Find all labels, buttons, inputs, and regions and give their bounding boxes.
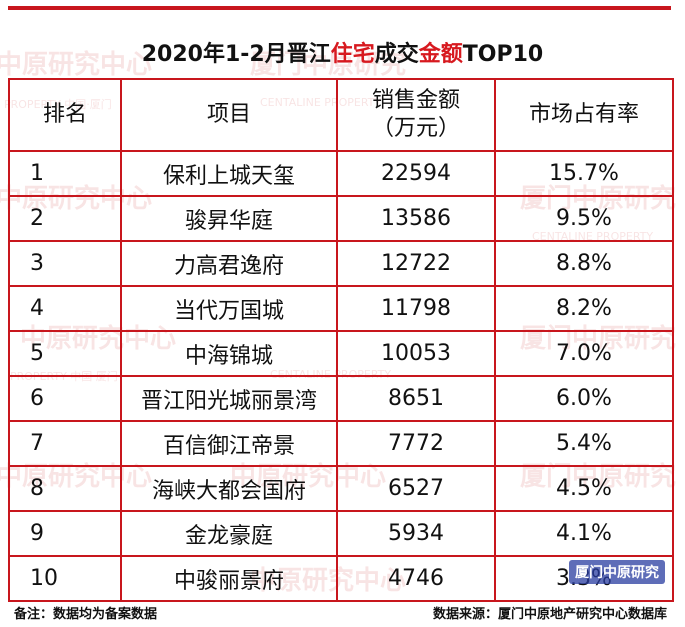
cell-share: 8.8% — [494, 240, 674, 287]
table-header: 排名 项目 销售金额 （万元） 市场占有率 — [8, 78, 674, 152]
cell-project: 保利上城天玺 — [120, 150, 338, 197]
title-suffix: TOP10 — [462, 42, 544, 67]
cell-project: 力高君逸府 — [120, 240, 338, 287]
cell-rank: 4 — [8, 285, 122, 332]
table-row: 5 中海锦城 10053 7.0% — [8, 330, 674, 377]
table-row: 9 金龙豪庭 5934 4.1% — [8, 510, 674, 557]
title-highlight-housing: 住宅 — [330, 42, 375, 67]
cell-project: 中骏丽景府 — [120, 555, 338, 602]
cell-share: 6.0% — [494, 375, 674, 422]
cell-amount: 8651 — [336, 375, 496, 422]
header-row: 排名 项目 销售金额 （万元） 市场占有率 — [8, 78, 674, 152]
cell-project: 百信御江帝景 — [120, 420, 338, 467]
cell-rank: 8 — [8, 465, 122, 512]
table-row: 8 海峡大都会国府 6527 4.5% — [8, 465, 674, 512]
cell-amount: 5934 — [336, 510, 496, 557]
cell-rank: 10 — [8, 555, 122, 602]
header-amount-line1: 销售金额 — [371, 88, 460, 113]
table-row: 3 力高君逸府 12722 8.8% — [8, 240, 674, 287]
header-share: 市场占有率 — [494, 78, 674, 152]
table-body: 1 保利上城天玺 22594 15.7% 2 骏昇华庭 13586 9.5% 3 力高君逸府 127… — [8, 150, 674, 602]
cell-amount: 13586 — [336, 195, 496, 242]
cell-rank: 9 — [8, 510, 122, 557]
wechat-source-tag: 厦门中原研究 — [569, 560, 665, 584]
cell-project: 当代万国城 — [120, 285, 338, 332]
title-highlight-amount: 金额 — [418, 42, 463, 67]
table-row: 2 骏昇华庭 13586 9.5% — [8, 195, 674, 242]
ranking-table: 排名 项目 销售金额 （万元） 市场占有率 1 保利上城天玺 22594 15.7% 2 骏… — [8, 78, 674, 602]
footer-source: 数据来源：厦门中原地产研究中心数据库 — [432, 607, 667, 622]
page-title: 2020年1-2月晋江住宅成交金额TOP10 — [0, 36, 685, 68]
header-rank: 排名 — [8, 78, 122, 152]
cell-share: 15.7% — [494, 150, 674, 197]
header-amount: 销售金额 （万元） — [336, 78, 496, 152]
top-red-rule — [8, 6, 671, 10]
cell-amount: 4746 — [336, 555, 496, 602]
cell-share: 5.4% — [494, 420, 674, 467]
cell-share: 7.0% — [494, 330, 674, 377]
header-project: 项目 — [120, 78, 338, 152]
cell-share: 9.5% — [494, 195, 674, 242]
cell-rank: 5 — [8, 330, 122, 377]
cell-rank: 6 — [8, 375, 122, 422]
cell-share: 8.2% — [494, 285, 674, 332]
cell-share: 4.5% — [494, 465, 674, 512]
cell-amount: 11798 — [336, 285, 496, 332]
footer-note: 备注：数据均为备案数据 — [14, 607, 158, 622]
cell-rank: 3 — [8, 240, 122, 287]
header-amount-unit: （万元） — [371, 116, 460, 141]
cell-amount: 6527 — [336, 465, 496, 512]
table-row: 4 当代万国城 11798 8.2% — [8, 285, 674, 332]
cell-project: 晋江阳光城丽景湾 — [120, 375, 338, 422]
table-row: 6 晋江阳光城丽景湾 8651 6.0% — [8, 375, 674, 422]
cell-amount: 7772 — [336, 420, 496, 467]
cell-amount: 10053 — [336, 330, 496, 377]
cell-project: 海峡大都会国府 — [120, 465, 338, 512]
title-middle: 成交 — [374, 42, 419, 67]
table-row: 1 保利上城天玺 22594 15.7% — [8, 150, 674, 197]
table-row: 7 百信御江帝景 7772 5.4% — [8, 420, 674, 467]
title-prefix: 2020年1-2月晋江 — [141, 42, 331, 67]
cell-project: 中海锦城 — [120, 330, 338, 377]
cell-project: 骏昇华庭 — [120, 195, 338, 242]
cell-share: 4.1% — [494, 510, 674, 557]
cell-rank: 1 — [8, 150, 122, 197]
cell-rank: 7 — [8, 420, 122, 467]
cell-project: 金龙豪庭 — [120, 510, 338, 557]
cell-rank: 2 — [8, 195, 122, 242]
cell-amount: 12722 — [336, 240, 496, 287]
cell-amount: 22594 — [336, 150, 496, 197]
